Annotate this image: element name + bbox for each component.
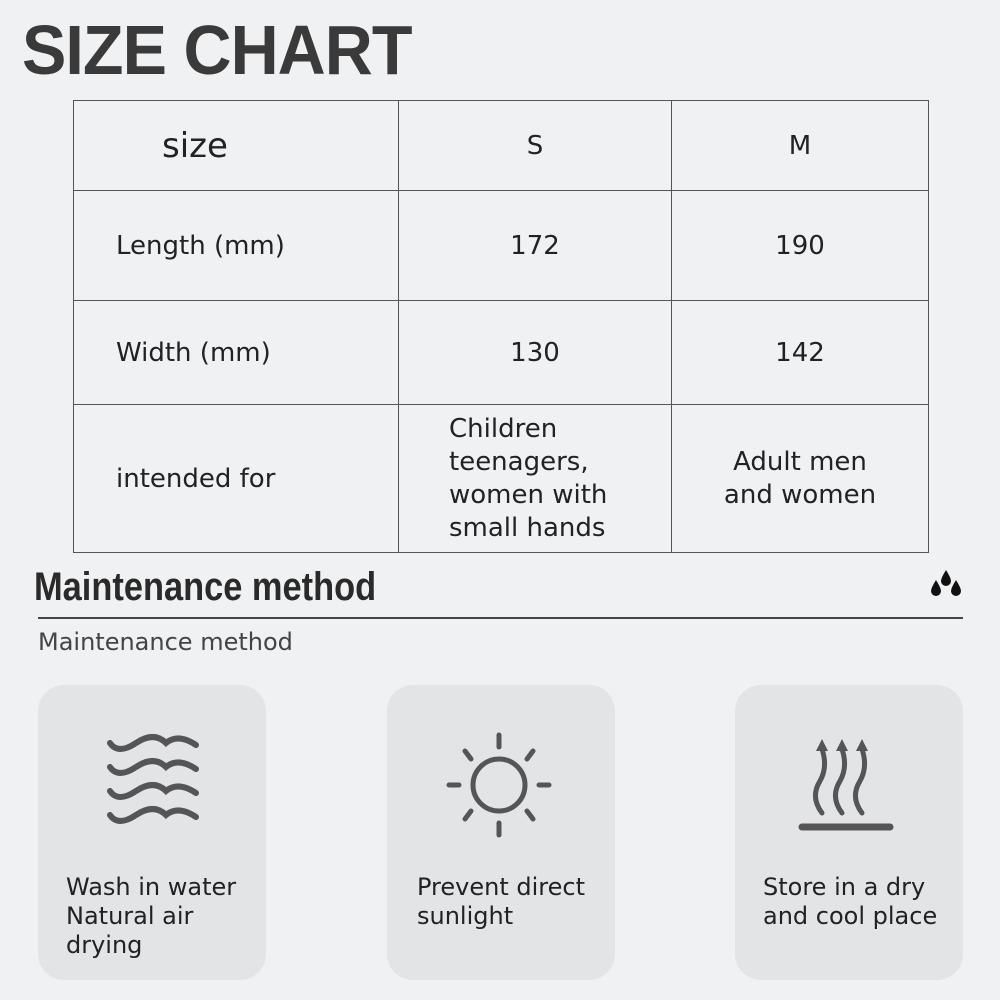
card-text: Store in a dry and cool place xyxy=(763,873,938,930)
table-header-cell: M xyxy=(671,100,929,191)
size-table: size S M Length (mm) 172 190 Width (mm) … xyxy=(73,100,929,553)
maintenance-title: Maintenance method xyxy=(34,565,377,609)
page-title: SIZE CHART xyxy=(22,11,412,89)
table-cell: 130 xyxy=(398,300,672,405)
table-row: intended for Children teenagers, women w… xyxy=(73,404,929,553)
maintenance-card-wash: Wash in water Natural air drying xyxy=(38,685,266,980)
maintenance-subtitle: Maintenance method xyxy=(38,628,293,656)
table-cell: 190 xyxy=(671,190,929,301)
table-header-cell: S xyxy=(398,100,672,191)
table-row: Length (mm) 172 190 xyxy=(73,190,929,301)
table-cell: 172 xyxy=(398,190,672,301)
table-header-cell: size xyxy=(73,100,399,191)
table-cell: Adult men and women xyxy=(671,404,929,553)
maintenance-card-store: Store in a dry and cool place xyxy=(735,685,963,980)
table-cell: intended for xyxy=(73,404,399,553)
water-drops-icon xyxy=(928,568,964,604)
table-cell: Length (mm) xyxy=(73,190,399,301)
sun-icon xyxy=(446,732,552,838)
heat-rising-icon xyxy=(798,739,894,831)
card-text: Prevent direct sunlight xyxy=(417,873,585,930)
card-text: Wash in water Natural air drying xyxy=(66,873,237,959)
table-row: Width (mm) 130 142 xyxy=(73,300,929,405)
divider xyxy=(38,617,963,619)
water-waves-icon xyxy=(107,734,199,824)
table-header-row: size S M xyxy=(73,100,929,191)
maintenance-card-sun: Prevent direct sunlight xyxy=(387,685,615,980)
table-cell: Width (mm) xyxy=(73,300,399,405)
table-cell: Children teenagers, women with small han… xyxy=(398,404,672,553)
table-cell: 142 xyxy=(671,300,929,405)
